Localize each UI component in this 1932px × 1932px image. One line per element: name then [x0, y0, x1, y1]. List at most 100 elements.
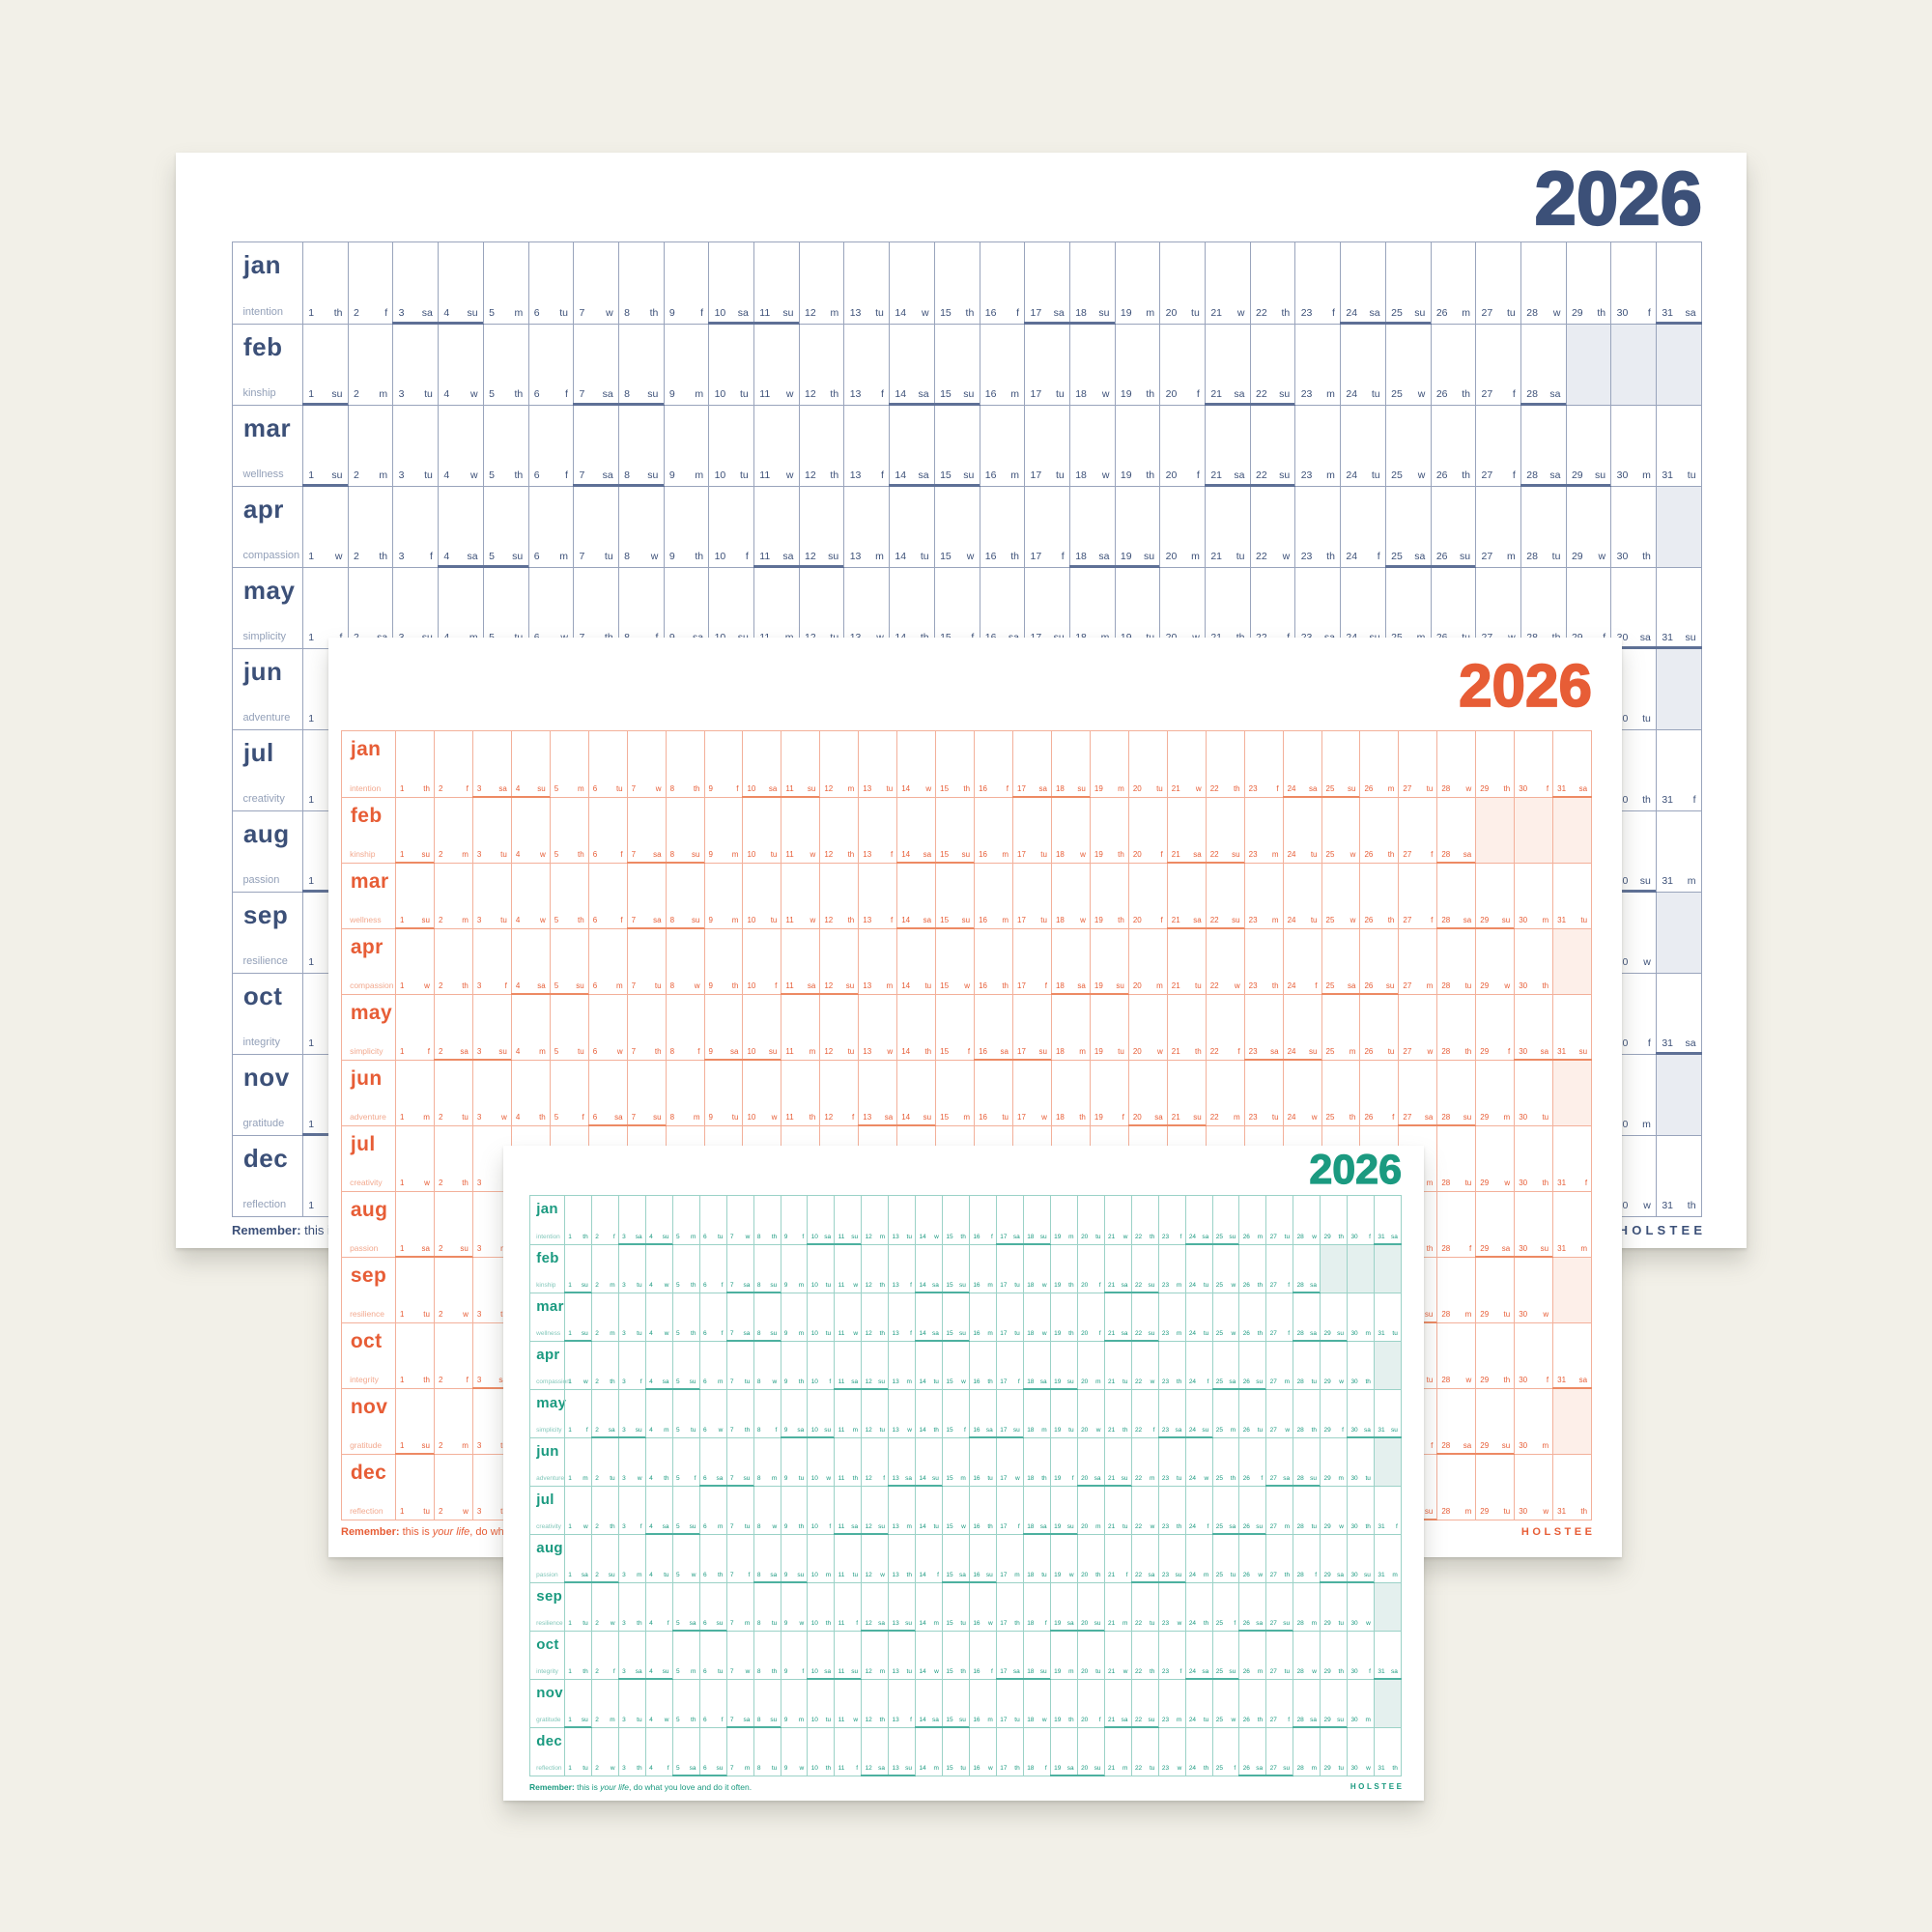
day-weekday: th — [933, 1427, 939, 1435]
day-number: 18 — [1027, 1427, 1035, 1435]
day-number: 30 — [1616, 632, 1629, 644]
day-weekday: su — [1148, 1282, 1155, 1290]
day-weekday: sa — [1549, 469, 1561, 482]
day-number: 17 — [1000, 1234, 1008, 1241]
month-theme-word: compassion — [350, 980, 394, 990]
day-number: 2 — [438, 1179, 443, 1187]
day-weekday: su — [797, 1572, 805, 1579]
day-weekday: m — [1506, 551, 1516, 563]
day-number: 29 — [1323, 1427, 1331, 1435]
day-weekday: w — [1598, 551, 1606, 563]
day-strip: 30 f — [1519, 1377, 1548, 1384]
day-number: 1 — [400, 916, 405, 924]
day-number: 11 — [838, 1330, 845, 1338]
day-number: 20 — [1081, 1475, 1089, 1483]
day-number: 14 — [919, 1572, 926, 1579]
day-number: 30 — [1350, 1765, 1358, 1773]
day-weekday: sa — [1098, 551, 1110, 563]
day-number: 27 — [1269, 1668, 1277, 1676]
day-weekday: f — [745, 551, 749, 563]
day-weekday: su — [1232, 850, 1240, 859]
day-cell-inactive — [1656, 325, 1701, 405]
day-weekday: m — [664, 1427, 669, 1435]
footer-quote-emphasis: your life — [432, 1526, 470, 1538]
month-label-cell: jan intention — [530, 1196, 564, 1244]
day-number: 27 — [1481, 388, 1493, 401]
day-weekday: tu — [1195, 981, 1202, 990]
day-weekday: su — [1229, 1234, 1236, 1241]
day-number: 8 — [624, 388, 631, 401]
day-number: 12 — [865, 1282, 872, 1290]
day-number: 14 — [919, 1378, 926, 1386]
month-label-cell: nov gratitude — [233, 1055, 302, 1135]
day-number: 11 — [759, 388, 771, 401]
day-number: 10 — [714, 388, 726, 401]
day-weekday: w — [745, 1668, 751, 1676]
day-weekday: f — [1647, 1037, 1651, 1050]
day-number: 13 — [863, 1047, 872, 1056]
day-weekday: tu — [1338, 1765, 1344, 1773]
day-weekday: f — [1152, 1427, 1155, 1435]
day-number: 13 — [892, 1427, 899, 1435]
day-cell: 30 w — [1347, 1728, 1374, 1776]
day-weekday: th — [960, 1234, 966, 1241]
day-number: 5 — [676, 1378, 680, 1386]
day-number: 26 — [1242, 1765, 1250, 1773]
day-weekday: th — [1233, 784, 1240, 793]
day-number: 31 — [1378, 1523, 1385, 1531]
day-cell: 30 m — [1347, 1293, 1374, 1341]
day-weekday: sa — [1639, 632, 1651, 644]
day-weekday: th — [1095, 1572, 1101, 1579]
day-weekday: m — [1271, 916, 1279, 924]
day-weekday: tu — [1311, 1523, 1317, 1531]
day-cell: 27w — [1475, 568, 1520, 648]
day-weekday: m — [1580, 1244, 1588, 1253]
day-number: 5 — [554, 850, 559, 859]
day-weekday: sa — [878, 1620, 885, 1628]
